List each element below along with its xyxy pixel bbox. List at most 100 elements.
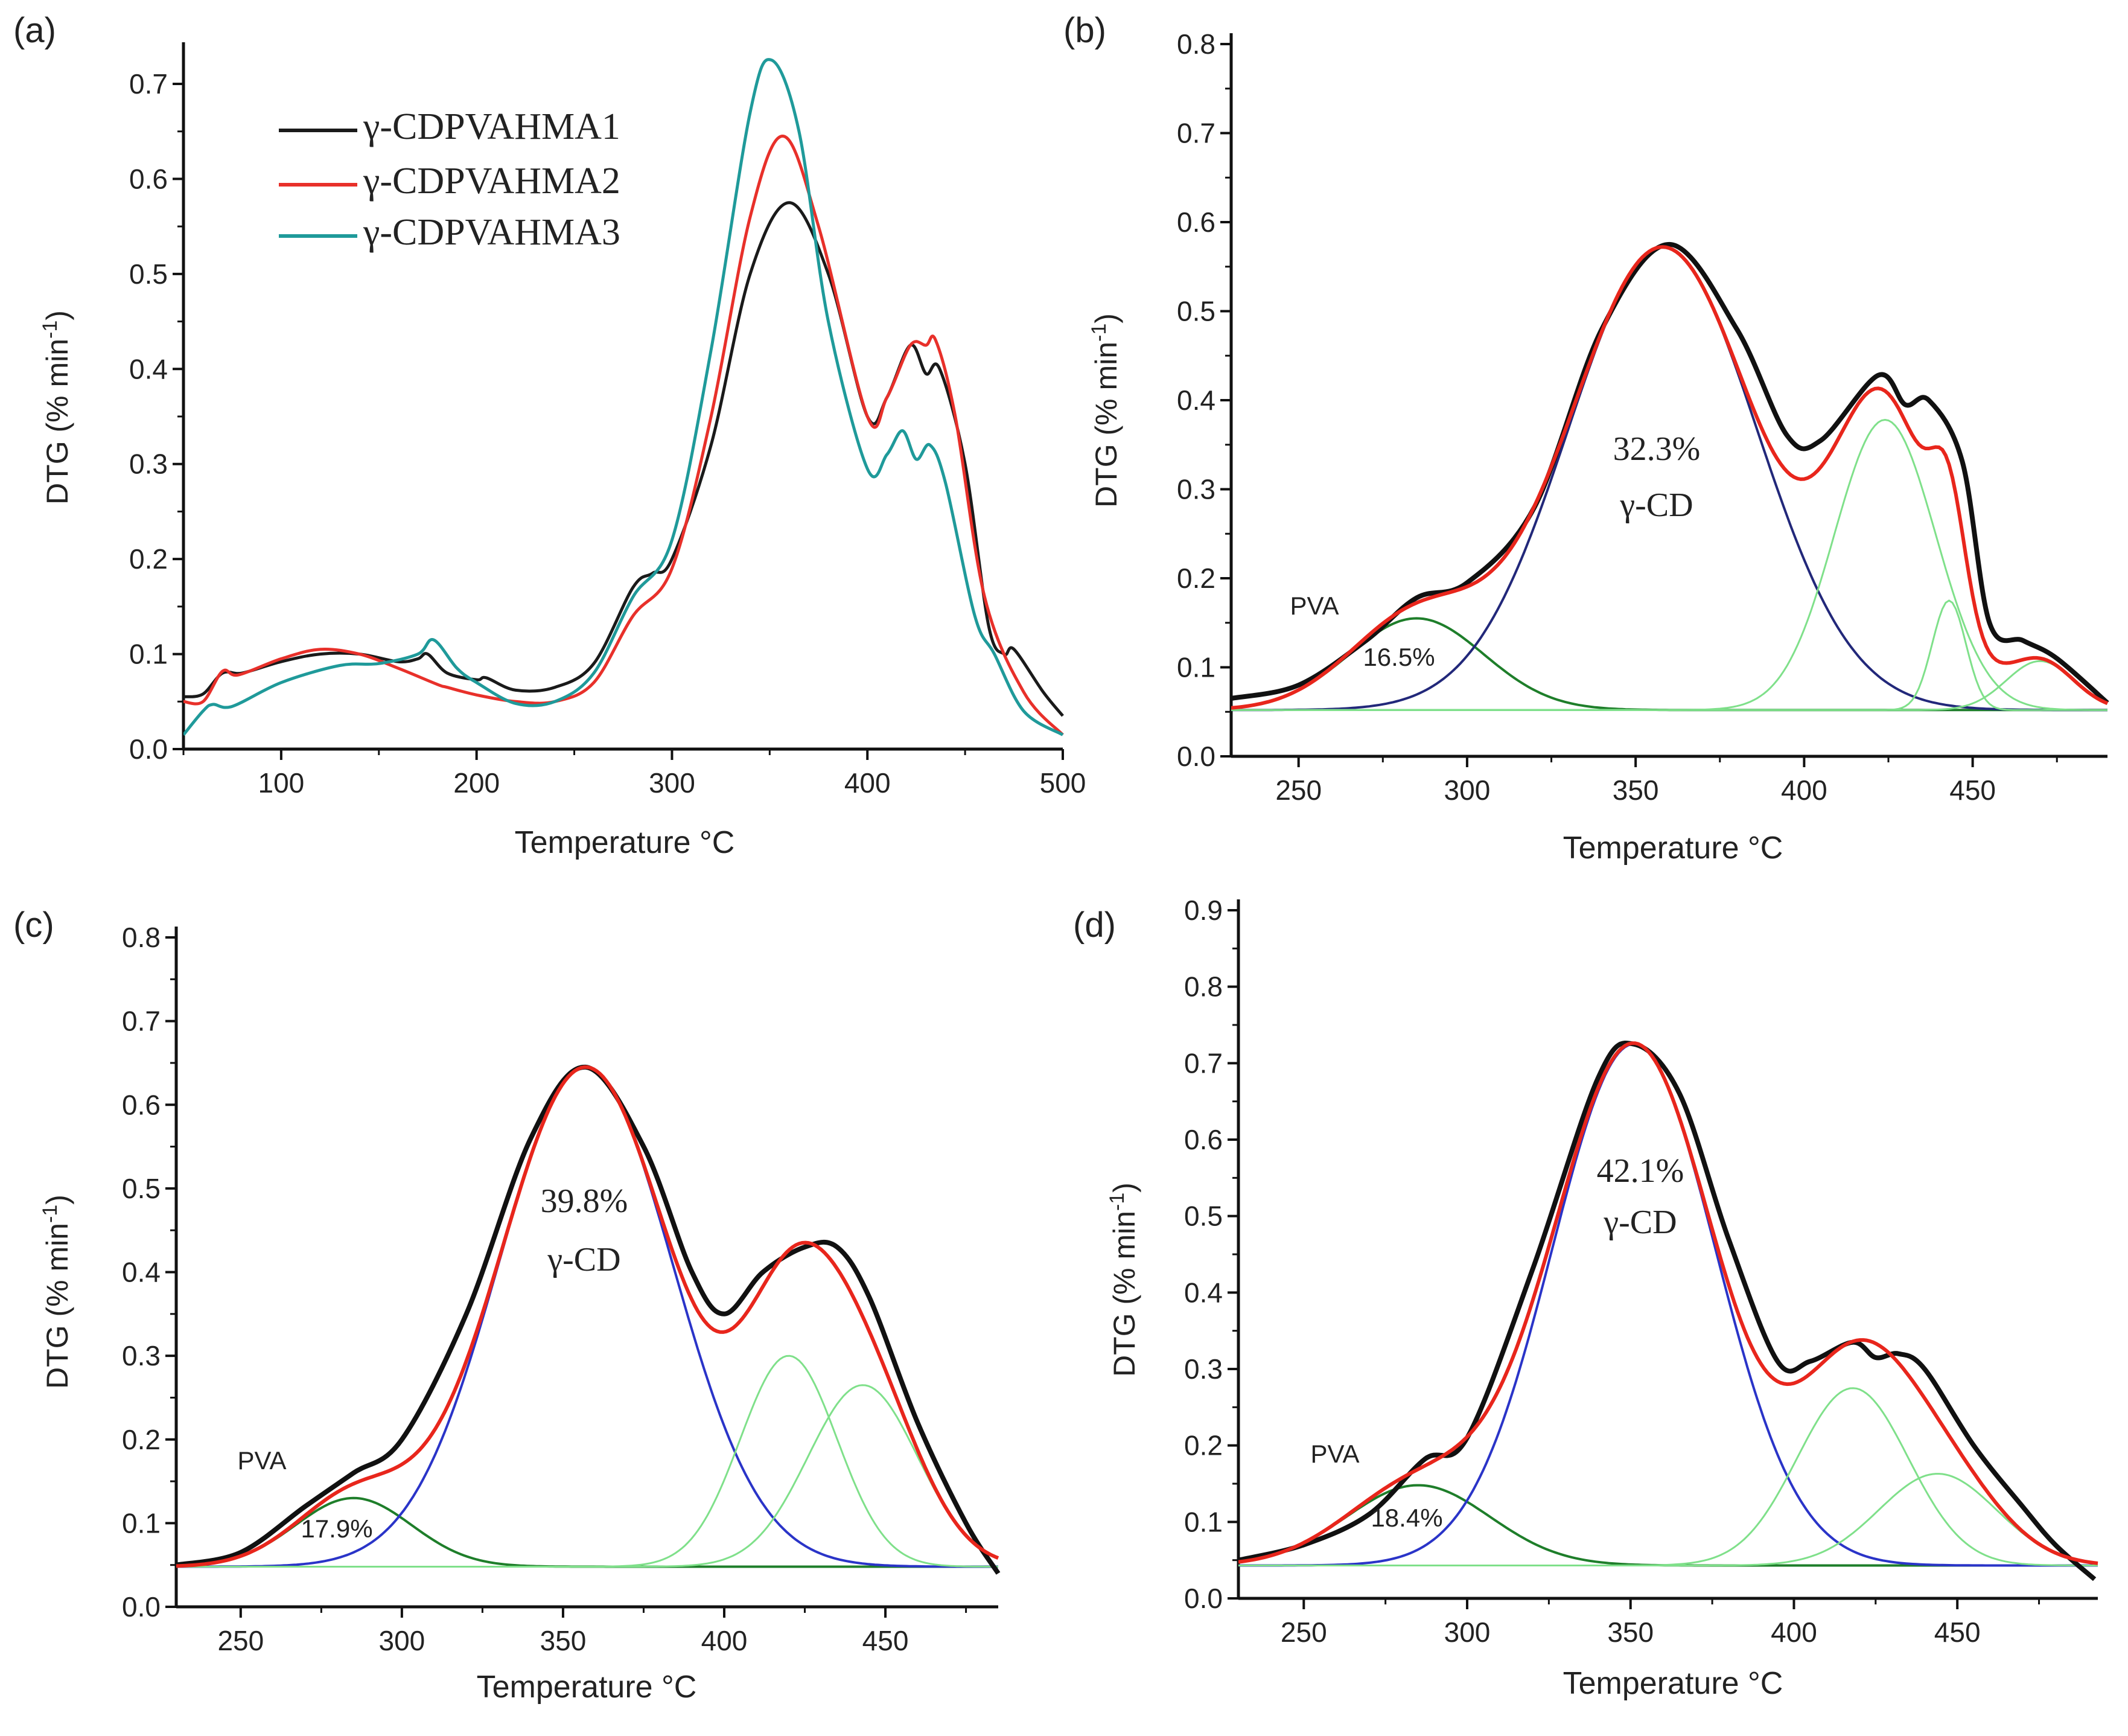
y-axis-label-superscript: -1 [39,1205,62,1223]
x-tick-label: 100 [258,767,305,799]
x-tick-label: 400 [1781,774,1827,806]
panel-c: (c) 0.0 0.1 0.2 0.3 0.4 0.5 0.6 0.7 0.8 250 300 350 4… [13,905,1001,1705]
y-tick-label: 0.0 [1177,741,1215,772]
y-tick-label: 0.5 [129,258,168,290]
y-tick-label: 0.6 [1184,1124,1223,1155]
plot-area [1231,241,2109,712]
pva-percent-label: 17.9% [301,1514,372,1543]
panel-label: (b) [1063,11,1106,50]
panel-label: (a) [13,11,56,50]
x-tick-label: 400 [844,767,891,799]
x-tick-label: 350 [540,1625,587,1656]
x-tick-label: 250 [1275,774,1322,806]
y-tick-label: 0.1 [129,639,168,670]
y-tick-label: 0.7 [1184,1047,1223,1079]
y-tick-label: 0.6 [129,163,168,194]
y-tick-label: 0.0 [129,733,168,765]
y-tick-label: 0.2 [129,543,168,575]
x-tick-label: 500 [1040,767,1086,799]
y-tick-label: 0.8 [1177,28,1215,60]
y-tick-label: 0.9 [1184,895,1223,926]
component-peak-4 [176,1384,999,1568]
panel-label: (d) [1073,905,1116,945]
cd-percent-label: 39.8% [541,1182,628,1220]
y-axis-label-close: ) [1089,313,1123,324]
y-tick-label: 0.1 [1184,1506,1223,1537]
y-axis-label-close: ) [40,310,74,321]
pva-percent-label: 18.4% [1371,1504,1442,1532]
y-tick-label: 0.7 [122,1006,161,1037]
y-axis-label-main: DTG (% min [40,1223,74,1389]
x-tick-label: 250 [217,1625,264,1656]
panel-a: (a) 0.0 0.1 0.2 0.3 0.4 0.5 0.6 0.7 100 200 300 400 5… [13,11,1086,860]
y-tick-label: 0.8 [1184,971,1223,1003]
y-axis-label: DTG (% min-1) [1106,1182,1141,1377]
cd-percent-label: 32.3% [1613,430,1701,468]
x-axis-label: Temperature °C [477,1670,697,1705]
pva-percent-label: 16.5% [1363,643,1435,671]
y-tick-label: 0.0 [1184,1583,1223,1614]
y-tick-label: 0.7 [1177,118,1215,149]
y-axis-label-superscript: -1 [1106,1193,1129,1211]
x-tick-label: 350 [1607,1616,1654,1648]
y-tick-label: 0.3 [129,448,168,480]
y-tick-label: 0.6 [1177,206,1215,238]
experimental-curve [1231,241,2109,705]
y-axis-label: DTG (% min-1) [39,1195,74,1389]
y-tick-label: 0.5 [122,1173,161,1204]
pva-label: PVA [238,1446,287,1475]
y-axis-label: DTG (% min-1) [39,310,74,505]
y-tick-label: 0.1 [122,1507,161,1539]
cd-label: γ-CD [1619,487,1693,524]
y-tick-label: 0.0 [122,1591,161,1623]
experimental-curve [1238,1041,2097,1581]
y-tick-label: 0.1 [1177,652,1215,683]
x-tick-label: 400 [1771,1616,1817,1648]
component-peak-4 [1238,1473,2098,1566]
y-tick-label: 0.2 [122,1424,161,1455]
x-tick-label: 450 [1934,1616,1981,1648]
plot-area [1238,1041,2098,1581]
plot-area [176,1064,1001,1575]
y-tick-label: 0.7 [129,68,168,100]
y-tick-label: 0.2 [1177,563,1215,594]
y-axis-label-superscript: -1 [1088,324,1110,342]
y-axis-label-main: DTG (% min [1107,1211,1141,1377]
cd-label: γ-CD [1603,1204,1677,1241]
y-tick-label: 0.5 [1184,1201,1223,1232]
y-tick-label: 0.3 [1184,1353,1223,1385]
x-axis-label: Temperature °C [515,825,735,860]
y-axis-label-superscript: -1 [39,321,62,339]
x-tick-label: 450 [1949,774,1996,806]
panel-b: (b) 0.0 0.1 0.2 0.3 0.4 0.5 0.6 0.7 0.8 250 300 350 4… [1063,11,2109,866]
y-tick-label: 0.3 [122,1340,161,1371]
y-tick-label: 0.2 [1184,1430,1223,1461]
cumulative-fit-curve [1231,245,2109,710]
y-tick-label: 0.4 [129,353,168,385]
y-axis-label-close: ) [1107,1182,1141,1193]
cd-label: γ-CD [547,1241,620,1278]
y-axis-label-close: ) [40,1195,74,1205]
y-tick-label: 0.6 [122,1089,161,1120]
cumulative-fit-curve [1238,1041,2098,1565]
x-tick-label: 450 [862,1625,909,1656]
experimental-curve [176,1064,1001,1575]
pva-label: PVA [1290,592,1339,620]
legend-entry: γ-CDPVAHMA2 [363,161,620,202]
x-tick-label: 300 [379,1625,425,1656]
y-tick-label: 0.8 [122,922,161,953]
x-tick-label: 400 [701,1625,748,1656]
x-axis-label: Temperature °C [1563,1666,1783,1701]
x-tick-label: 350 [1613,774,1659,806]
y-tick-label: 0.4 [1177,385,1215,416]
legend-entry: γ-CDPVAHMA3 [363,212,620,253]
y-axis-label-main: DTG (% min [40,339,74,505]
panel-label: (c) [13,905,54,945]
x-tick-label: 300 [1444,774,1491,806]
legend-entry: γ-CDPVAHMA1 [363,106,620,147]
y-tick-label: 0.5 [1177,296,1215,327]
y-tick-label: 0.4 [1184,1277,1223,1308]
y-tick-label: 0.4 [122,1257,161,1288]
component-peak-5 [1231,660,2108,711]
